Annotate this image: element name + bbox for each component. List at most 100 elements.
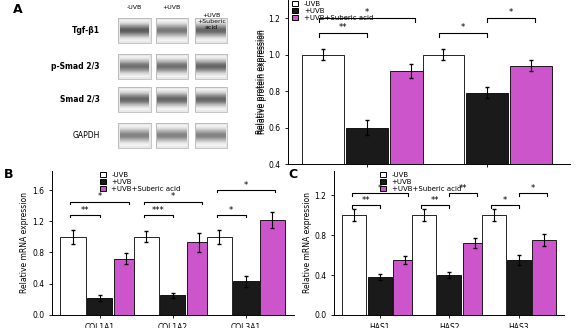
Bar <box>156 87 188 112</box>
Bar <box>119 18 151 43</box>
Text: Tgf-β1: Tgf-β1 <box>72 26 100 35</box>
Bar <box>196 61 226 62</box>
Bar <box>196 57 226 58</box>
Bar <box>157 99 187 100</box>
Bar <box>120 94 149 95</box>
Bar <box>120 37 149 38</box>
Bar <box>196 32 226 33</box>
Bar <box>120 135 149 136</box>
Bar <box>120 89 149 90</box>
Bar <box>120 130 149 131</box>
Bar <box>157 143 187 144</box>
Bar <box>157 102 187 103</box>
Bar <box>196 127 226 128</box>
Bar <box>120 38 149 39</box>
Bar <box>157 89 187 90</box>
Text: -UVB: -UVB <box>127 5 142 10</box>
Bar <box>196 58 226 59</box>
Bar <box>157 129 187 130</box>
Bar <box>157 97 187 98</box>
Bar <box>157 74 187 75</box>
Bar <box>120 34 149 35</box>
Bar <box>120 141 149 142</box>
Text: **: ** <box>81 206 89 215</box>
Bar <box>196 39 226 40</box>
Bar <box>157 93 187 94</box>
Bar <box>196 142 226 143</box>
Bar <box>260 220 285 315</box>
Bar <box>157 90 187 91</box>
Bar <box>120 105 149 106</box>
Bar <box>120 23 149 24</box>
Bar <box>157 144 187 145</box>
Text: **: ** <box>362 196 370 205</box>
Bar <box>120 59 149 60</box>
Bar <box>120 109 149 110</box>
Bar <box>157 91 187 92</box>
Bar <box>157 67 187 68</box>
Bar <box>196 90 226 91</box>
Bar <box>196 68 226 69</box>
Bar <box>367 277 392 315</box>
Bar <box>157 59 187 60</box>
Text: GAPDH: GAPDH <box>73 131 100 140</box>
Bar <box>196 126 226 127</box>
Bar <box>156 123 188 148</box>
Bar <box>196 59 226 60</box>
Bar <box>196 128 226 129</box>
Bar <box>196 29 226 30</box>
Bar <box>120 144 149 145</box>
Bar <box>157 106 187 107</box>
Bar <box>196 24 226 25</box>
Bar <box>157 100 187 101</box>
Bar <box>119 123 151 148</box>
Bar <box>196 125 226 126</box>
Bar <box>412 215 436 315</box>
Bar <box>157 56 187 57</box>
Bar <box>467 93 508 237</box>
Bar <box>157 31 187 32</box>
Bar <box>482 215 506 315</box>
Text: **: ** <box>459 184 468 193</box>
Bar <box>196 22 226 23</box>
Bar <box>120 136 149 137</box>
Bar <box>157 64 187 65</box>
Bar <box>196 37 226 38</box>
Bar <box>157 145 187 146</box>
Bar <box>120 22 149 23</box>
Bar <box>207 237 232 315</box>
Bar <box>120 99 149 100</box>
Bar <box>157 139 187 140</box>
Bar <box>156 123 188 148</box>
Bar <box>120 69 149 70</box>
Bar <box>196 134 226 135</box>
Bar <box>196 65 226 66</box>
Bar <box>157 62 187 63</box>
Text: +UVB
+Suberic
acid: +UVB +Suberic acid <box>197 13 226 30</box>
Bar <box>532 240 556 315</box>
Bar <box>120 128 149 129</box>
Bar <box>120 32 149 33</box>
Bar <box>120 30 149 31</box>
Bar <box>120 61 149 62</box>
Bar <box>157 37 187 38</box>
Bar <box>195 87 228 112</box>
Bar <box>157 24 187 25</box>
Legend: -UVB, +UVB, +UVB+Suberic acid: -UVB, +UVB, +UVB+Suberic acid <box>379 171 461 193</box>
Bar <box>157 141 187 142</box>
Bar <box>120 137 149 138</box>
Bar <box>120 66 149 67</box>
Bar <box>157 75 187 76</box>
Bar <box>120 62 149 63</box>
Bar <box>195 54 228 79</box>
Bar <box>157 61 187 62</box>
Bar <box>120 100 149 101</box>
Bar <box>157 21 187 22</box>
Bar <box>120 31 149 32</box>
Bar <box>157 25 187 26</box>
Bar <box>157 136 187 137</box>
Bar <box>120 35 149 36</box>
Bar <box>134 237 159 315</box>
Bar <box>60 237 86 315</box>
Bar <box>156 18 188 43</box>
